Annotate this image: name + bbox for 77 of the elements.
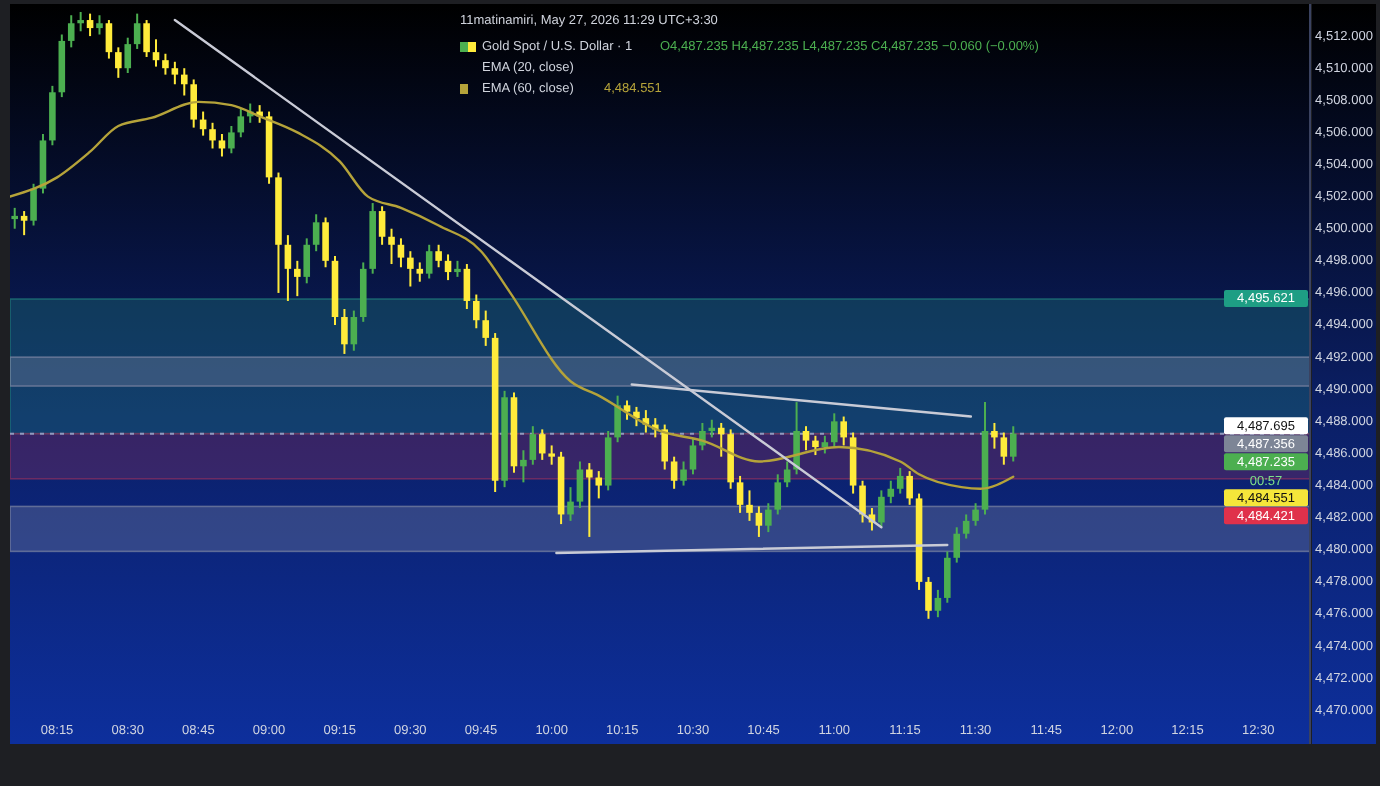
candlestick	[463, 263, 471, 310]
candlestick	[887, 479, 895, 505]
candlestick	[350, 309, 358, 352]
candlestick	[209, 121, 216, 150]
candlestick	[614, 394, 621, 444]
candlestick	[190, 78, 197, 129]
candlestick	[105, 19, 113, 60]
candlestick	[143, 19, 150, 58]
candlestick	[736, 474, 744, 514]
candlestick	[1009, 425, 1017, 463]
candlestick	[11, 206, 19, 230]
candlestick	[925, 576, 932, 620]
candlestick	[520, 449, 527, 484]
candlestick	[586, 462, 593, 538]
candlestick	[830, 412, 838, 449]
candlestick	[416, 261, 424, 283]
candlestick	[717, 421, 725, 458]
candlestick	[576, 460, 584, 510]
candlestick	[218, 133, 226, 158]
candlestick	[152, 38, 160, 68]
candlestick	[237, 107, 245, 139]
candlestick	[1000, 431, 1008, 466]
candlestick	[689, 438, 697, 476]
candlestick	[567, 486, 574, 522]
candlestick	[529, 425, 537, 466]
candlestick	[746, 489, 753, 522]
candlestick	[435, 243, 442, 269]
candlestick	[180, 67, 188, 97]
candlestick	[228, 125, 235, 155]
candlestick	[30, 182, 37, 227]
candlestick	[482, 309, 490, 347]
candlestick	[294, 259, 301, 298]
candlestick	[774, 473, 782, 516]
candlestick	[407, 250, 414, 288]
candlestick	[802, 425, 810, 452]
candlestick	[934, 588, 942, 619]
candlestick	[312, 213, 320, 253]
candlestick	[341, 307, 348, 355]
candlestick	[548, 444, 555, 466]
candlestick	[991, 421, 998, 450]
candlestick	[388, 227, 395, 266]
candlestick	[115, 46, 122, 79]
candlestick	[284, 234, 292, 302]
candlestick	[171, 60, 179, 86]
candlestick	[793, 401, 800, 476]
candlestick	[473, 293, 480, 330]
candlestick	[840, 415, 847, 447]
candlestick	[303, 237, 311, 285]
candlestick	[397, 237, 405, 269]
candlestick	[944, 550, 951, 604]
candlestick	[812, 434, 819, 457]
candlestick	[378, 205, 386, 246]
candlestick	[661, 423, 669, 471]
candlestick	[538, 428, 546, 461]
candlestick	[859, 479, 866, 524]
candlestick	[680, 460, 687, 487]
candlestick	[133, 12, 141, 50]
candlestick	[906, 470, 913, 506]
candlestick	[77, 11, 84, 33]
candlestick	[765, 502, 772, 534]
candlestick	[953, 526, 961, 564]
candlestick	[20, 210, 28, 237]
candlestick	[425, 243, 433, 280]
candlestick	[878, 489, 885, 529]
candlestick	[670, 455, 678, 490]
candlestick	[755, 505, 763, 538]
candlestick	[322, 216, 329, 269]
candlestick	[623, 399, 631, 421]
candlestick	[67, 14, 75, 49]
candlestick	[124, 36, 132, 75]
candlestick	[162, 52, 169, 76]
candlestick	[972, 502, 979, 527]
candlestick	[896, 466, 904, 495]
candlestick	[962, 513, 970, 540]
candlestick	[86, 12, 94, 38]
candlestick	[96, 14, 103, 36]
candlestick	[595, 470, 603, 500]
